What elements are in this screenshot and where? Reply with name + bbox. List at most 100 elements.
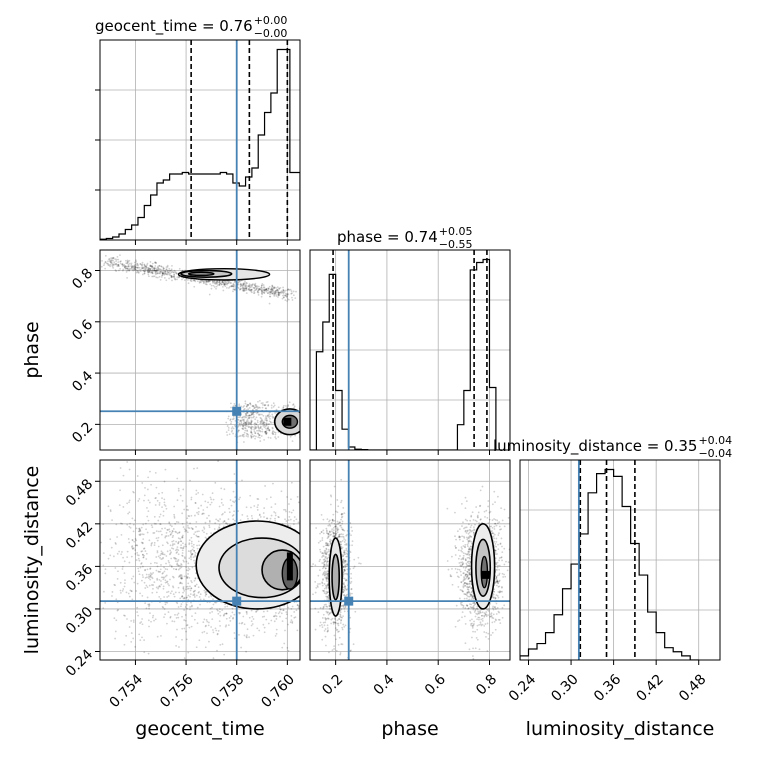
sample-point [161, 497, 163, 500]
sample-point [326, 543, 329, 546]
sample-point [181, 549, 184, 552]
sample-point [139, 534, 142, 537]
sample-point [127, 265, 130, 268]
sample-point [249, 427, 252, 430]
sample-point [469, 595, 472, 597]
sample-point [141, 267, 144, 269]
sample-point [220, 487, 223, 490]
sample-point [177, 606, 180, 608]
sample-point [295, 609, 298, 612]
sample-point [325, 605, 328, 608]
sample-point [336, 527, 339, 530]
sample-point [322, 589, 325, 592]
sample-point [205, 593, 207, 596]
sample-point [321, 617, 324, 619]
sample-point [242, 287, 245, 290]
sample-point [162, 578, 165, 581]
sample-point [156, 551, 159, 554]
sample-point [258, 629, 261, 632]
sample-point [248, 416, 250, 419]
sample-point [246, 429, 248, 432]
sample-point [281, 620, 284, 623]
sample-point [324, 617, 327, 620]
sample-point [178, 276, 180, 279]
sample-point [256, 627, 259, 630]
sample-point [195, 594, 198, 597]
sample-point [181, 536, 184, 539]
sample-point [269, 295, 272, 298]
sample-point [179, 575, 182, 578]
sample-point [176, 276, 179, 279]
sample-point [269, 421, 272, 423]
sample-point [129, 526, 132, 529]
sample-point [160, 552, 163, 555]
sample-point [344, 565, 347, 568]
sample-point [206, 620, 209, 623]
sample-point [342, 591, 345, 593]
sample-point [247, 403, 250, 406]
sample-point [319, 540, 322, 543]
sample-point [251, 425, 254, 428]
sample-point [269, 291, 272, 294]
sample-point [286, 289, 289, 292]
sample-point [341, 540, 344, 542]
sample-point [215, 285, 218, 288]
sample-point [193, 579, 196, 582]
sample-point [285, 405, 287, 407]
sample-point [297, 606, 300, 608]
sample-point [155, 562, 158, 565]
sample-point [153, 269, 155, 272]
sample-point [154, 261, 156, 264]
sample-point [166, 264, 169, 267]
sample-point [234, 496, 237, 498]
sample-point [294, 434, 297, 437]
sample-point [287, 649, 290, 652]
sample-point [260, 292, 263, 295]
sample-point [267, 404, 270, 406]
sample-point [297, 501, 300, 504]
sample-point [250, 416, 253, 419]
sample-point [351, 592, 353, 595]
sample-point [241, 284, 244, 287]
sample-point [121, 263, 124, 266]
sample-point [254, 406, 257, 409]
sample-point [323, 560, 326, 563]
sample-point [180, 575, 183, 578]
sample-point [146, 270, 149, 273]
sample-point [189, 589, 192, 592]
sample-point [319, 607, 322, 609]
sample-point [220, 498, 223, 501]
sample-point [285, 295, 288, 298]
sample-point [191, 548, 194, 551]
sample-point [226, 282, 229, 285]
sample-point [192, 591, 195, 593]
sample-point [138, 269, 141, 271]
sample-point [344, 553, 347, 556]
sample-point [119, 254, 121, 257]
sample-point [150, 271, 153, 274]
sample-point [194, 577, 197, 580]
sample-point [279, 615, 281, 618]
sample-point [217, 460, 219, 462]
sample-point [266, 427, 269, 430]
sample-point [147, 619, 150, 622]
sample-point [117, 261, 120, 264]
sample-point [131, 265, 134, 268]
sample-point [290, 290, 293, 293]
sample-point [268, 291, 271, 294]
sample-point [261, 615, 264, 618]
sample-point [147, 652, 150, 655]
sample-point [277, 294, 280, 296]
sample-point [150, 544, 153, 547]
sample-point [171, 530, 174, 533]
sample-point [267, 622, 270, 625]
sample-point [123, 614, 125, 617]
sample-point [353, 558, 356, 561]
sample-point [168, 522, 171, 525]
sample-point [125, 267, 127, 270]
sample-point [192, 594, 195, 596]
sample-point [324, 628, 327, 630]
sample-point [270, 406, 273, 409]
sample-point [284, 518, 286, 521]
sample-point [219, 624, 221, 627]
